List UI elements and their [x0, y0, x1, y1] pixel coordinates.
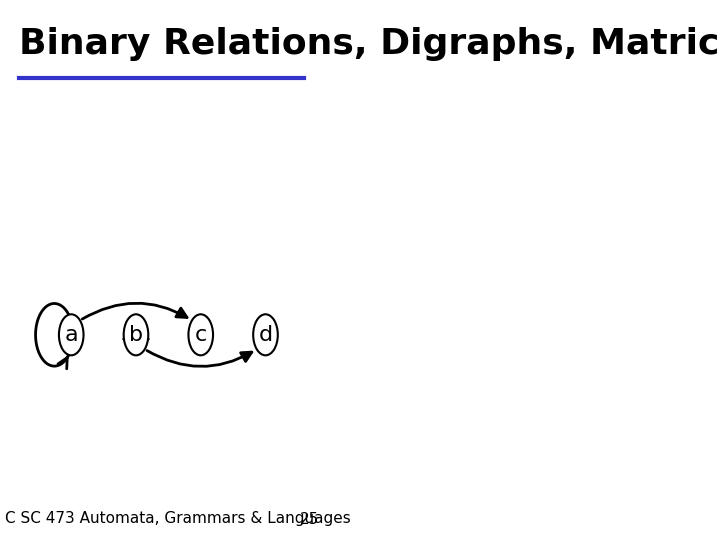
Text: C SC 473 Automata, Grammars & Languages: C SC 473 Automata, Grammars & Languages — [5, 511, 351, 526]
FancyArrowPatch shape — [147, 350, 252, 367]
Text: Binary Relations, Digraphs, Matrices (cont’d): Binary Relations, Digraphs, Matrices (co… — [19, 27, 720, 61]
Text: d: d — [258, 325, 273, 345]
Text: b: b — [129, 325, 143, 345]
Circle shape — [189, 314, 213, 355]
FancyArrowPatch shape — [82, 303, 187, 319]
Circle shape — [59, 314, 84, 355]
Circle shape — [124, 314, 148, 355]
Text: a: a — [64, 325, 78, 345]
Circle shape — [253, 314, 278, 355]
Text: c: c — [194, 325, 207, 345]
Text: 25: 25 — [300, 511, 319, 526]
